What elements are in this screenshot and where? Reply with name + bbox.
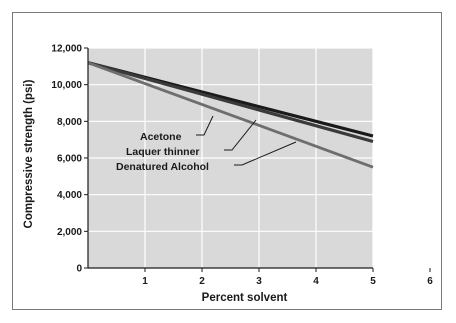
tick-labels: 0 2,000 4,000 6,000 8,000 10,000 12,000 1 2 3 4 5 6 xyxy=(51,44,433,288)
x-tick-label-1: 2 xyxy=(199,276,205,287)
series-lines xyxy=(87,61,374,169)
legend-label-0: Acetone xyxy=(140,131,182,143)
legend-leader-1 xyxy=(224,119,257,151)
legend-leader-2 xyxy=(234,141,297,166)
legend: Acetone Laquer thinner Denatured Alcohol xyxy=(116,115,297,173)
grid xyxy=(88,47,374,269)
y-tick-label-2: 4,000 xyxy=(57,190,82,201)
x-tick-label-0: 1 xyxy=(142,276,148,287)
series-line-1 xyxy=(87,61,374,144)
x-tick-label-5: 6 xyxy=(427,276,433,287)
y-tick-label-0: 0 xyxy=(76,264,82,275)
x-tick-label-3: 4 xyxy=(313,276,319,287)
x-tick-label-4: 5 xyxy=(370,276,376,287)
y-tick-label-1: 2,000 xyxy=(57,227,82,238)
y-tick-label-3: 6,000 xyxy=(57,154,82,165)
x-axis-label: Percent solvent xyxy=(202,292,288,304)
axes xyxy=(84,47,431,272)
y-tick-label-5: 10,000 xyxy=(51,80,82,91)
legend-label-2: Denatured Alcohol xyxy=(116,161,209,173)
y-tick-label-4: 8,000 xyxy=(57,117,82,128)
x-tick-label-2: 3 xyxy=(256,276,262,287)
series-line-2 xyxy=(87,61,374,169)
legend-label-1: Laquer thinner xyxy=(126,146,200,158)
legend-leader-0 xyxy=(196,115,214,136)
y-axis-label: Compressive strength (psi) xyxy=(23,79,35,228)
y-tick-label-6: 12,000 xyxy=(51,44,82,55)
